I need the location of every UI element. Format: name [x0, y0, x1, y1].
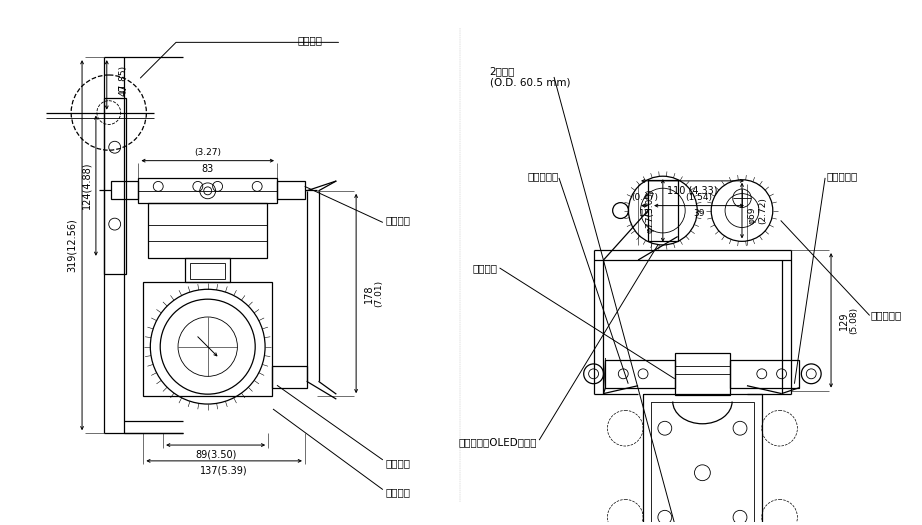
Text: (0.47): (0.47)	[632, 193, 658, 202]
Text: 调零按键（OLED显示）: 调零按键（OLED显示）	[458, 437, 538, 447]
Bar	[730, 360, 799, 387]
Bar	[675, 353, 730, 395]
Text: φ77(3.03): φ77(3.03)	[646, 188, 655, 233]
Bar	[138, 178, 277, 203]
Text: 12: 12	[639, 209, 650, 218]
Text: 137(5.39): 137(5.39)	[200, 466, 248, 476]
Text: 89(3.50): 89(3.50)	[195, 450, 236, 460]
Text: (7.01): (7.01)	[374, 280, 383, 307]
Bar	[648, 180, 678, 242]
Text: (5.08): (5.08)	[849, 307, 857, 334]
Text: 接地端子: 接地端子	[473, 263, 498, 273]
Bar	[111, 182, 138, 200]
Bar	[643, 394, 762, 525]
Text: (1.54): (1.54)	[686, 193, 713, 202]
Text: 接线端子侧: 接线端子侧	[870, 310, 902, 320]
Bar	[104, 98, 125, 274]
Text: 47: 47	[119, 83, 129, 96]
Bar	[277, 182, 304, 200]
Bar	[144, 282, 272, 396]
Text: 319(12.56): 319(12.56)	[67, 218, 77, 272]
Bar	[148, 203, 267, 258]
Bar	[191, 262, 225, 279]
Text: 安装支架: 安装支架	[298, 35, 323, 45]
Text: 110 (4.33): 110 (4.33)	[668, 186, 717, 196]
Text: 显示表头: 显示表头	[385, 488, 411, 498]
Text: 178: 178	[364, 284, 374, 303]
Text: (1.85): (1.85)	[119, 65, 127, 91]
Text: (3.27): (3.27)	[195, 148, 221, 158]
Text: 2英寸管
(O.D. 60.5 mm): 2英寸管 (O.D. 60.5 mm)	[490, 66, 570, 88]
Text: 39: 39	[693, 209, 704, 218]
Text: 锁壳螺丝: 锁壳螺丝	[385, 215, 411, 225]
Text: 电气接口: 电气接口	[385, 458, 411, 468]
Bar	[651, 402, 754, 525]
Text: 129: 129	[839, 311, 849, 330]
Text: 高压侧法兰: 高压侧法兰	[527, 171, 559, 181]
Bar	[272, 366, 307, 388]
Bar	[606, 360, 675, 387]
Text: φ69
(2.72): φ69 (2.72)	[748, 197, 767, 224]
Text: 83: 83	[202, 164, 214, 174]
Bar	[185, 258, 230, 282]
Text: 124(4.88): 124(4.88)	[82, 162, 92, 209]
Text: 低压侧法兰: 低压侧法兰	[826, 171, 857, 181]
